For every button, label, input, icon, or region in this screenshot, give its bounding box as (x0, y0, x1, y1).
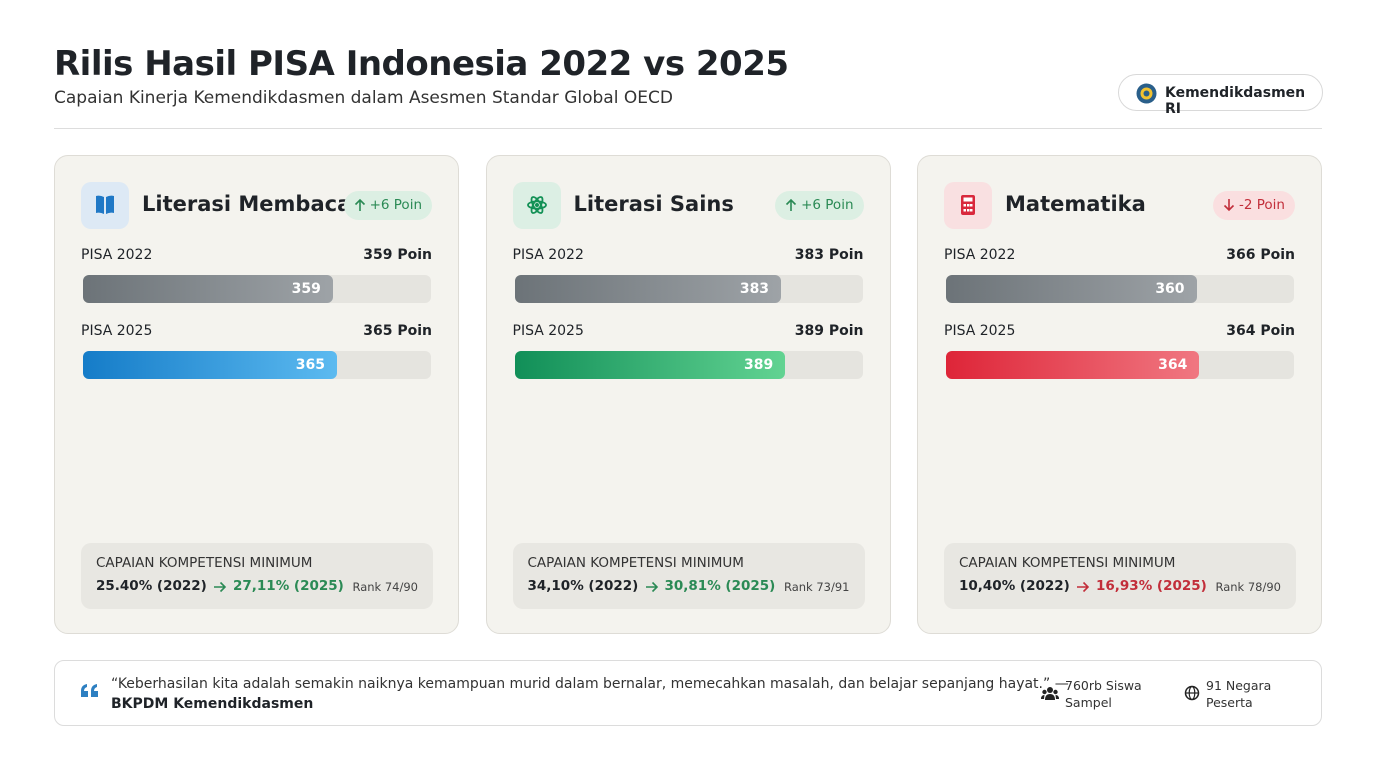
change-badge: +6 Poin (343, 191, 432, 220)
subject-icon (81, 182, 129, 229)
score-bar: 383 (514, 275, 782, 303)
logo (1136, 83, 1157, 104)
trend-arrow (786, 198, 797, 211)
score-bar: 365 (83, 351, 338, 379)
competency-from: 34,10% (2022) (527, 578, 639, 594)
subject-title: Matematika (1005, 192, 1146, 216)
bar-track: 359 (83, 275, 431, 303)
row-points: 365 Poin (363, 323, 432, 339)
arrow (645, 581, 658, 593)
competency-to: 30,81% (2025) (664, 578, 776, 594)
stat: 760rb Siswa Sampel (1065, 678, 1142, 710)
competency-box: CAPAIAN KOMPETENSI MINIMUM 25.40% (2022) 2… (81, 543, 433, 609)
arrow (214, 581, 227, 593)
competency-heading: CAPAIAN KOMPETENSI MINIMUM (959, 555, 1176, 571)
bar-track: 364 (946, 351, 1294, 379)
subject-title: Literasi Membaca (142, 192, 352, 216)
score-bar: 389 (514, 351, 786, 379)
org-name: Kemendikdasmen RI (1165, 85, 1306, 117)
row-points: 383 Poin (794, 247, 864, 263)
icon (526, 196, 547, 214)
people-icon (1041, 687, 1059, 700)
arrow (1077, 581, 1090, 593)
competency-box: CAPAIAN KOMPETENSI MINIMUM 34,10% (2022) 3… (512, 543, 865, 609)
subject-icon (944, 182, 992, 229)
bar-track: 383 (514, 275, 863, 303)
row-label: PISA 2025 (81, 323, 153, 339)
page-title: Rilis Hasil PISA Indonesia 2022 vs 2025 (54, 44, 789, 84)
bar-label: 389 (744, 357, 774, 373)
bar-label: 359 (291, 281, 321, 297)
competency-from: 10,40% (2022) (959, 578, 1070, 594)
row-label: PISA 2025 (944, 323, 1016, 339)
stat: 91 Negara Peserta (1206, 678, 1272, 710)
icon (961, 195, 975, 215)
subject-icon (512, 182, 561, 229)
row-points: 364 Poin (1226, 323, 1295, 339)
competency-from: 25.40% (2022) (96, 578, 207, 594)
competency-rank: Rank 78/90 (1215, 580, 1281, 594)
row-label: PISA 2025 (512, 323, 584, 339)
competency-to: 27,11% (2025) (233, 578, 344, 594)
competency-heading: CAPAIAN KOMPETENSI MINIMUM (527, 555, 744, 571)
bar-track: 389 (514, 351, 863, 379)
trend-arrow (354, 198, 365, 211)
row-points: 359 Poin (363, 247, 432, 263)
row-label: PISA 2022 (81, 247, 153, 263)
bar-label: 364 (1158, 357, 1188, 373)
row-points: 366 Poin (1226, 247, 1295, 263)
quote-icon (81, 684, 98, 697)
page-subtitle: Capaian Kinerja Kemendikdasmen dalam Ase… (54, 88, 673, 108)
score-bar: 359 (83, 275, 333, 303)
bar-label: 360 (1155, 281, 1185, 297)
change-badge: +6 Poin (775, 191, 864, 220)
row-label: PISA 2022 (944, 247, 1016, 263)
subject-card: Literasi Membaca +6 Poin PISA 2022 359 Poin… (54, 155, 459, 634)
score-bar: 364 (946, 351, 1200, 379)
competency-to: 16,93% (2025) (1096, 578, 1207, 594)
competency-box: CAPAIAN KOMPETENSI MINIMUM 10,40% (2022) 1… (944, 543, 1296, 609)
change-badge: -2 Poin (1213, 191, 1295, 220)
competency-heading: CAPAIAN KOMPETENSI MINIMUM (96, 555, 313, 571)
quote-text: “Keberhasilan kita adalah semakin naikny… (111, 676, 1069, 692)
score-bar: 360 (946, 275, 1197, 303)
bar-label: 365 (295, 357, 326, 373)
bar-track: 360 (946, 275, 1294, 303)
bar-label: 383 (739, 281, 770, 297)
subject-card: Matematika -2 Poin PISA 2022 366 Poin 360 PIS… (917, 155, 1322, 634)
competency-rank: Rank 73/91 (783, 580, 850, 594)
quote-box: “Keberhasilan kita adalah semakin naikny… (54, 660, 1322, 726)
bar-track: 365 (83, 351, 431, 379)
trend-arrow (1223, 199, 1235, 212)
quote-author: BKPDM Kemendikdasmen (111, 696, 314, 712)
subject-title: Literasi Sains (573, 192, 734, 216)
globe-icon (1184, 685, 1200, 701)
subject-card: Literasi Sains +6 Poin PISA 2022 383 Poin 38… (485, 155, 891, 634)
row-points: 389 Poin (794, 323, 864, 339)
row-label: PISA 2022 (512, 247, 584, 263)
org-badge: Kemendikdasmen RI (1118, 74, 1323, 117)
icon (96, 195, 114, 214)
divider (54, 128, 1322, 129)
competency-rank: Rank 74/90 (352, 580, 418, 594)
